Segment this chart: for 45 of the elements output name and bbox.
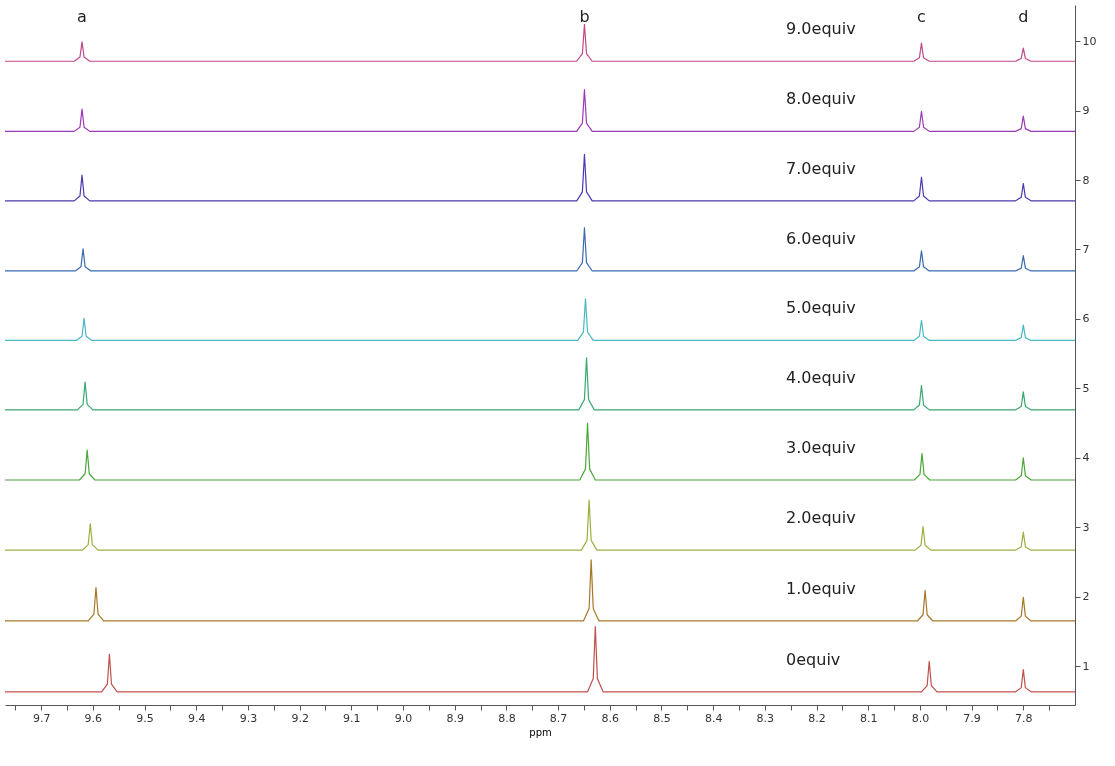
y-tick-label: 4: [1082, 451, 1090, 465]
series-label: 3.0equiv: [786, 438, 856, 457]
x-tick-label: 9.4: [188, 711, 206, 725]
y-tick-label: 6: [1082, 312, 1090, 326]
x-tick-label: 9.7: [32, 711, 51, 725]
x-tick-label: 9.2: [291, 711, 309, 725]
x-axis-title: ppm: [529, 726, 552, 738]
series-label: 0equiv: [786, 649, 841, 669]
series-label: 8.0equiv: [786, 89, 856, 109]
series-label: 6.0equiv: [786, 228, 856, 248]
annotation: b: [579, 7, 590, 26]
series-label: 1.0equiv: [786, 578, 856, 598]
y-tick-label: 2: [1082, 590, 1090, 604]
x-tick-label: 8.4: [704, 711, 723, 725]
x-tick-label: 7.9: [963, 711, 981, 725]
x-tick-label: 8.3: [756, 711, 775, 725]
y-tick-label: 1: [1082, 659, 1090, 673]
x-tick-label: 9.0: [394, 711, 413, 725]
series-label: 9.0equiv: [786, 19, 856, 39]
series-label: 7.0equiv: [786, 158, 856, 178]
x-tick-label: 9.3: [239, 711, 258, 725]
x-tick-label: 8.0: [911, 711, 930, 725]
y-tick-label: 7: [1082, 242, 1090, 256]
x-tick-label: 8.1: [859, 711, 878, 725]
series-label: 5.0equiv: [786, 298, 856, 318]
x-tick-label: 9.6: [84, 711, 103, 725]
annotation: d: [1018, 7, 1029, 26]
x-tick-label: 8.9: [446, 711, 464, 725]
y-tick-label: 9: [1082, 104, 1090, 118]
x-tick-label: 8.5: [653, 711, 671, 725]
x-tick-label: 9.5: [136, 711, 154, 725]
series-label: 2.0equiv: [786, 508, 856, 528]
annotation: c: [917, 7, 926, 26]
y-tick-label: 3: [1082, 520, 1090, 534]
x-tick-label: 8.7: [549, 711, 568, 725]
x-tick-label: 7.8: [1015, 711, 1033, 725]
y-tick-label: 10: [1082, 34, 1097, 48]
series-label: 4.0equiv: [786, 367, 856, 387]
annotation: a: [77, 7, 87, 26]
y-tick-label: 5: [1082, 381, 1090, 395]
x-tick-label: 8.6: [601, 711, 620, 725]
x-tick-label: 9.1: [343, 711, 361, 725]
y-tick-label: 8: [1082, 173, 1090, 187]
x-tick-label: 8.8: [498, 711, 516, 725]
x-tick-label: 8.2: [808, 711, 826, 725]
